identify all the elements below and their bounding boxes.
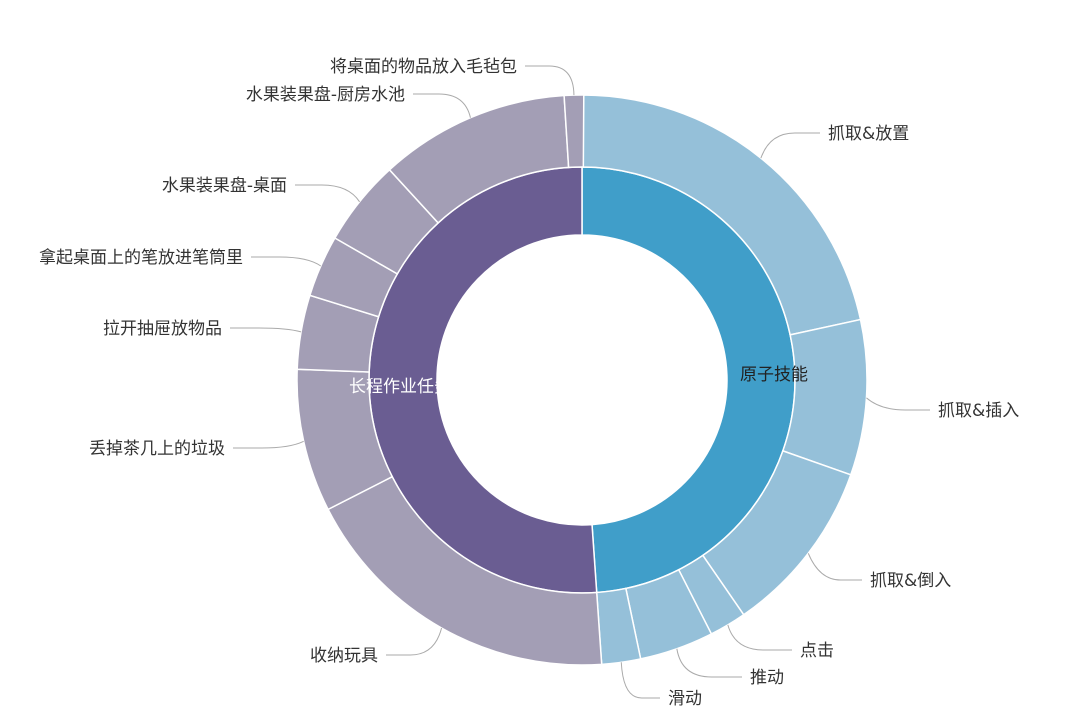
outer-label: 抓取&放置: [828, 124, 909, 144]
leader-line: [676, 648, 742, 678]
leader-line: [727, 624, 792, 651]
leader-line: [525, 65, 575, 96]
leader-line: [866, 397, 930, 411]
outer-label: 推动: [750, 668, 784, 688]
outer-label: 收纳玩具: [310, 646, 378, 666]
outer-segment-12[interactable]: [563, 94, 585, 169]
outer-label: 丢掉茶几上的垃圾: [89, 439, 225, 459]
leader-line: [233, 440, 304, 449]
outer-label: 拿起桌面上的笔放进笔筒里: [39, 247, 243, 268]
leader-line: [807, 553, 862, 581]
leader-line: [620, 662, 660, 699]
outer-label: 点击: [800, 641, 834, 661]
outer-label: 抓取&倒入: [870, 571, 951, 591]
outer-label: 滑动: [668, 689, 702, 709]
outer-label: 拉开抽屉放物品: [103, 319, 222, 339]
outer-segment-1[interactable]: [781, 318, 868, 476]
inner-label: 原子技能: [740, 365, 808, 385]
leader-line: [760, 132, 820, 159]
outer-label: 水果装果盘-桌面: [162, 176, 287, 196]
outer-label: 将桌面的物品放入毛毡包: [330, 57, 517, 77]
leader-line: [386, 627, 443, 656]
outer-label: 水果装果盘-厨房水池: [246, 85, 405, 105]
leader-line: [230, 327, 302, 333]
leader-line: [413, 93, 471, 118]
leader-line: [295, 184, 360, 203]
inner-label: 长程作业任务: [349, 377, 451, 397]
leader-line: [251, 256, 322, 267]
outer-label: 抓取&插入: [938, 401, 1019, 421]
